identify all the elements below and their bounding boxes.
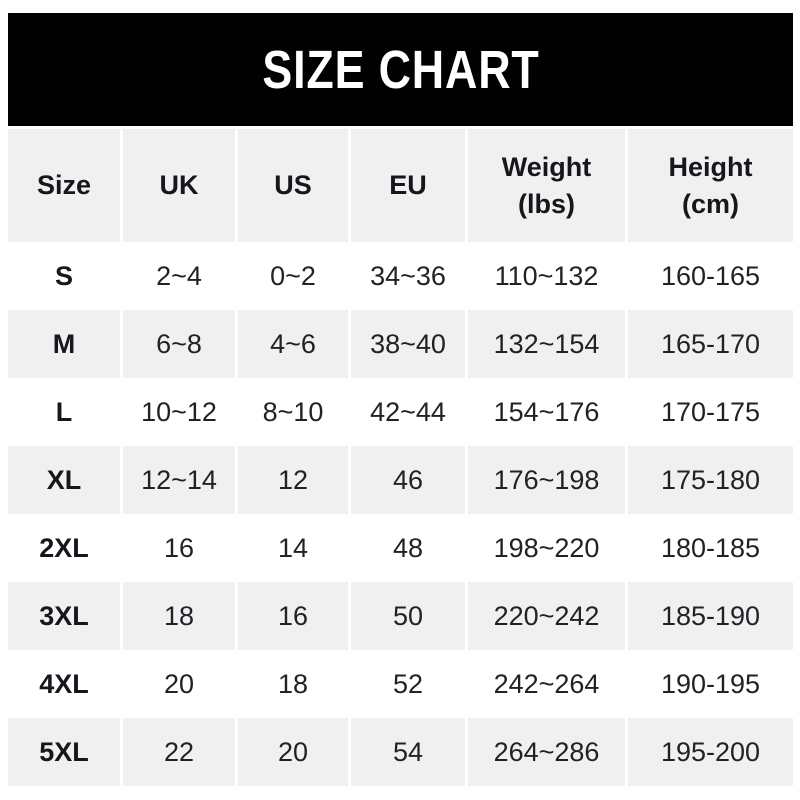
header-row: Size UK US EU Weight (lbs) Height (cm) xyxy=(8,129,793,242)
column-header-weight-lbs: Weight (lbs) xyxy=(468,129,628,242)
cell-height-cm: 170-175 xyxy=(660,396,761,427)
size-row-3xl: 3XL 18 16 50 220~242 185-190 xyxy=(8,582,793,650)
size-row-xl: XL 12~14 12 46 176~198 175-180 xyxy=(8,446,793,514)
cell-weight-lbs: 176~198 xyxy=(468,446,628,514)
cell-size: 3XL xyxy=(8,582,123,650)
cell-size: L xyxy=(8,378,123,446)
cell-us: 8~10 xyxy=(238,378,351,446)
cell-size: 4XL xyxy=(8,650,123,718)
size-row-2xl: 2XL 16 14 48 198~220 180-185 xyxy=(8,514,793,582)
cell-eu: 34~36 xyxy=(351,242,468,310)
column-header-uk: UK xyxy=(123,129,238,242)
size-row-5xl: 5XL 22 20 54 264~286 195-200 xyxy=(8,718,793,786)
cell-eu: 50 xyxy=(351,582,468,650)
cell-us: 20 xyxy=(238,718,351,786)
cell-eu: 46 xyxy=(351,446,468,514)
column-header-us: US xyxy=(238,129,351,242)
cell-uk: 6~8 xyxy=(123,310,238,378)
cell-us: 12 xyxy=(238,446,351,514)
cell-weight-lbs: 154~176 xyxy=(468,378,628,446)
size-row-m: M 6~8 4~6 38~40 132~154 165-170 xyxy=(8,310,793,378)
cell-uk: 16 xyxy=(123,514,238,582)
column-header-height-cm: Height (cm) xyxy=(668,152,753,219)
cell-weight-lbs: 220~242 xyxy=(468,582,628,650)
size-row-l: L 10~12 8~10 42~44 154~176 170-175 xyxy=(8,378,793,446)
cell-uk: 12~14 xyxy=(123,446,238,514)
cell-eu: 52 xyxy=(351,650,468,718)
cell-height-cm: 195-200 xyxy=(660,736,761,767)
size-row-s: S 2~4 0~2 34~36 110~132 160-165 xyxy=(8,242,793,310)
cell-height-cm: 185-190 xyxy=(660,600,761,631)
cell-size: XL xyxy=(8,446,123,514)
cell-eu: 38~40 xyxy=(351,310,468,378)
cell-height-cm: 160-165 xyxy=(660,260,761,291)
table-body: S 2~4 0~2 34~36 110~132 160-165 M 6~8 4~6 38~40 13… xyxy=(8,242,793,786)
cell-eu: 54 xyxy=(351,718,468,786)
cell-eu: 42~44 xyxy=(351,378,468,446)
cell-weight-lbs: 198~220 xyxy=(468,514,628,582)
cell-eu: 48 xyxy=(351,514,468,582)
cell-size: M xyxy=(8,310,123,378)
cell-uk: 2~4 xyxy=(123,242,238,310)
cell-us: 4~6 xyxy=(238,310,351,378)
cell-size: 2XL xyxy=(8,514,123,582)
size-row-4xl: 4XL 20 18 52 242~264 190-195 xyxy=(8,650,793,718)
cell-us: 14 xyxy=(238,514,351,582)
cell-uk: 18 xyxy=(123,582,238,650)
cell-height-cm: 165-170 xyxy=(660,328,761,359)
column-header-size: Size xyxy=(8,129,123,242)
cell-us: 0~2 xyxy=(238,242,351,310)
cell-size: 5XL xyxy=(8,718,123,786)
banner-title: SIZE CHART xyxy=(261,39,540,100)
cell-weight-lbs: 110~132 xyxy=(468,242,628,310)
column-header-eu: EU xyxy=(351,129,468,242)
cell-height-cm: 190-195 xyxy=(660,668,761,699)
size-chart-page: SIZE CHART Size UK US EU Weight (lbs) Height … xyxy=(8,13,793,786)
cell-weight-lbs: 264~286 xyxy=(468,718,628,786)
cell-weight-lbs: 132~154 xyxy=(468,310,628,378)
cell-uk: 22 xyxy=(123,718,238,786)
cell-weight-lbs: 242~264 xyxy=(468,650,628,718)
cell-us: 18 xyxy=(238,650,351,718)
size-chart-table: Size UK US EU Weight (lbs) Height (cm) S 2~4 0~… xyxy=(8,129,793,786)
cell-uk: 10~12 xyxy=(123,378,238,446)
cell-height-cm: 175-180 xyxy=(660,464,761,495)
cell-uk: 20 xyxy=(123,650,238,718)
cell-height-cm: 180-185 xyxy=(660,532,761,563)
size-chart-banner: SIZE CHART xyxy=(8,13,793,126)
cell-size: S xyxy=(8,242,123,310)
cell-us: 16 xyxy=(238,582,351,650)
